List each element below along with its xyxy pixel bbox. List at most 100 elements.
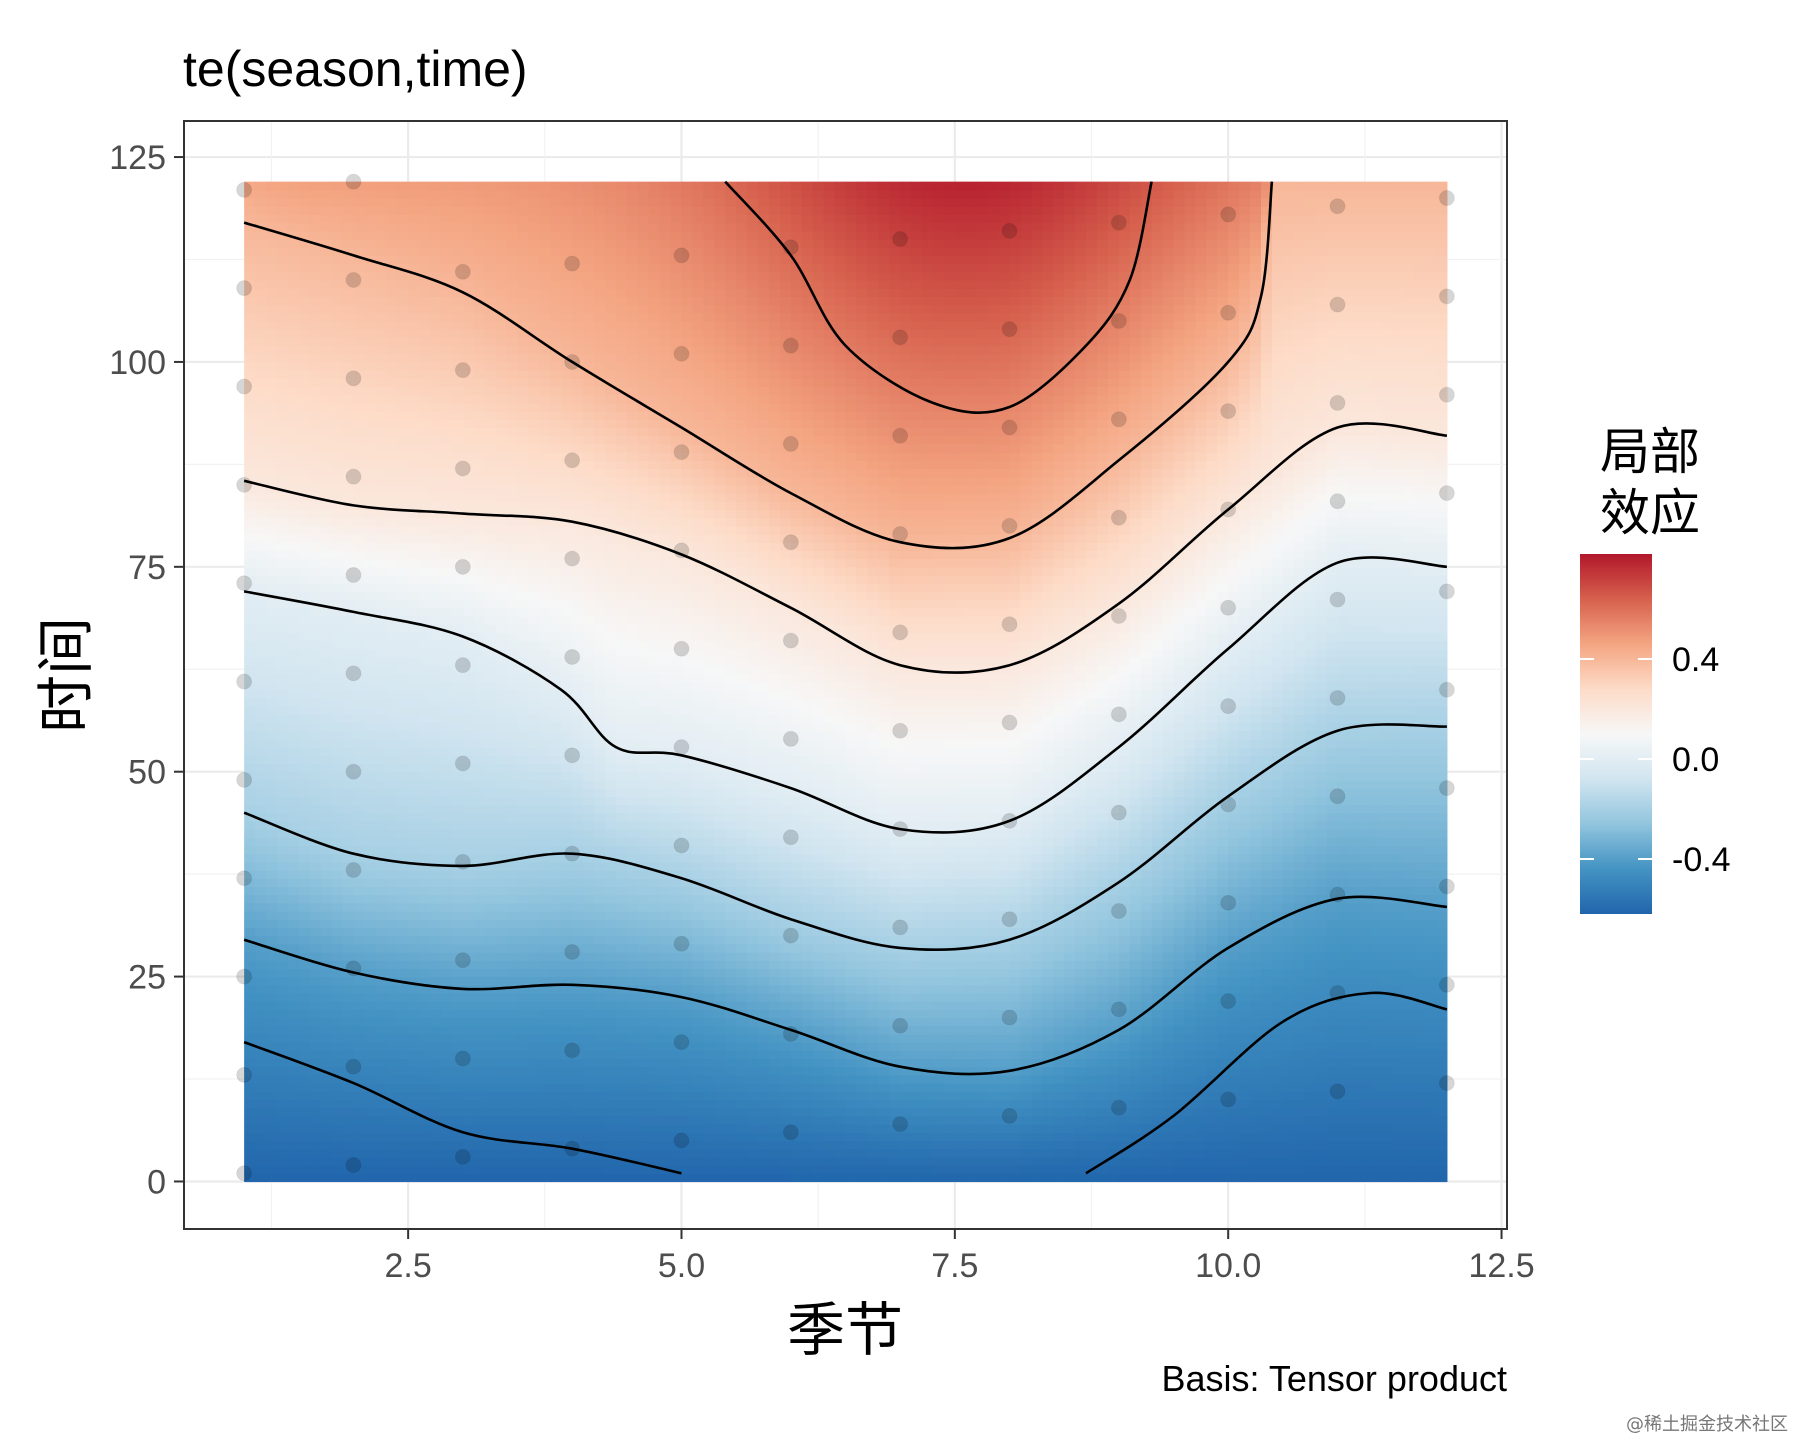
surface-cell xyxy=(375,1140,387,1150)
surface-cell xyxy=(594,1124,606,1133)
surface-cell xyxy=(342,509,355,519)
surface-cell xyxy=(506,845,519,855)
surface-cell xyxy=(342,853,355,863)
surface-cell xyxy=(561,919,573,929)
surface-cell xyxy=(375,1074,387,1084)
surface-cell xyxy=(287,788,300,797)
surface-cell xyxy=(386,927,398,937)
surface-cell xyxy=(364,1091,376,1101)
surface-cell xyxy=(287,386,300,396)
surface-cell xyxy=(375,304,387,314)
surface-cell xyxy=(659,722,672,732)
surface-cell xyxy=(298,435,311,445)
surface-cell xyxy=(583,1124,595,1133)
surface-cell xyxy=(648,501,661,511)
surface-cell xyxy=(626,1074,639,1084)
surface-cell xyxy=(440,779,453,789)
surface-cell xyxy=(484,624,497,633)
surface-cell xyxy=(626,460,639,470)
surface-cell xyxy=(309,984,322,994)
surface-cell xyxy=(528,181,540,191)
surface-cell xyxy=(659,861,672,871)
surface-cell xyxy=(615,788,628,797)
surface-cell xyxy=(604,624,617,633)
surface-cell xyxy=(550,206,562,216)
surface-cell xyxy=(386,804,398,814)
surface-cell xyxy=(386,1017,398,1027)
surface-cell xyxy=(255,870,267,879)
surface-cell xyxy=(626,968,639,978)
surface-cell xyxy=(255,706,267,715)
surface-cell xyxy=(506,1017,519,1027)
surface-cell xyxy=(353,870,366,879)
surface-cell xyxy=(287,911,300,920)
surface-cell xyxy=(451,320,464,330)
surface-cell xyxy=(583,353,595,363)
surface-cell xyxy=(648,1173,661,1183)
surface-cell xyxy=(681,870,694,879)
surface-cell xyxy=(626,771,639,781)
surface-cell xyxy=(583,935,595,945)
surface-cell xyxy=(266,320,278,330)
surface-cell xyxy=(615,689,628,699)
surface-cell xyxy=(244,361,256,371)
surface-cell xyxy=(473,812,486,822)
surface-cell xyxy=(670,632,683,642)
surface-cell xyxy=(309,812,322,822)
surface-cell xyxy=(386,935,398,945)
surface-cell xyxy=(462,583,475,593)
surface-cell xyxy=(364,632,376,642)
surface-cell xyxy=(353,730,366,740)
surface-cell xyxy=(604,1148,617,1158)
surface-cell xyxy=(320,394,333,404)
surface-cell xyxy=(681,976,694,986)
surface-cell xyxy=(430,370,442,379)
surface-cell xyxy=(451,599,464,609)
surface-cell xyxy=(451,255,464,265)
surface-cell xyxy=(550,894,562,904)
surface-cell xyxy=(342,935,355,945)
surface-cell xyxy=(440,320,453,330)
surface-cell xyxy=(419,247,431,257)
surface-cell xyxy=(495,1140,508,1150)
surface-cell xyxy=(626,345,639,355)
surface-cell xyxy=(517,820,530,830)
surface-cell xyxy=(276,402,289,412)
surface-cell xyxy=(298,927,311,937)
surface-cell xyxy=(397,501,409,511)
surface-cell xyxy=(364,624,376,633)
surface-cell xyxy=(440,517,453,527)
surface-cell xyxy=(539,1050,551,1060)
surface-cell xyxy=(572,337,584,347)
surface-cell xyxy=(583,402,595,412)
surface-cell xyxy=(528,722,540,732)
surface-cell xyxy=(659,476,672,486)
surface-cell xyxy=(320,583,333,593)
surface-cell xyxy=(364,239,376,248)
surface-cell xyxy=(419,615,431,625)
surface-cell xyxy=(517,255,530,265)
surface-cell xyxy=(419,796,431,806)
surface-cell xyxy=(364,747,376,756)
surface-cell xyxy=(637,689,650,699)
surface-cell xyxy=(419,542,431,552)
surface-cell xyxy=(583,1083,595,1092)
surface-cell xyxy=(659,853,672,863)
surface-cell xyxy=(266,386,278,396)
surface-cell xyxy=(681,714,694,724)
surface-cell xyxy=(342,247,355,257)
surface-cell xyxy=(615,820,628,830)
surface-cell xyxy=(604,1058,617,1068)
surface-cell xyxy=(484,288,497,297)
surface-cell xyxy=(670,550,683,560)
surface-cell xyxy=(320,525,333,535)
surface-cell xyxy=(397,935,409,945)
surface-cell xyxy=(419,296,431,306)
surface-cell xyxy=(604,976,617,986)
surface-cell xyxy=(528,452,540,461)
surface-cell xyxy=(386,689,398,699)
surface-cell xyxy=(353,189,366,199)
surface-cell xyxy=(550,673,562,683)
surface-cell xyxy=(550,279,562,289)
surface-cell xyxy=(637,1132,650,1142)
